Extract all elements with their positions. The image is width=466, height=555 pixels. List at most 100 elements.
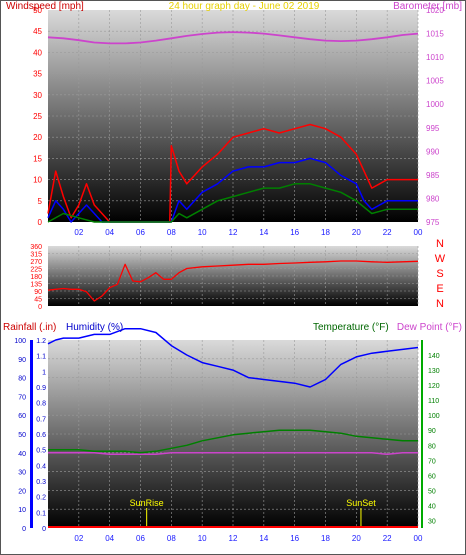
direction-y-tick: 90 (34, 289, 42, 296)
temperature-y-tick: 140 (428, 353, 440, 360)
wind-speed-line (47, 157, 418, 223)
wind-direction-line (47, 260, 419, 302)
wind-x-tick: 02 (74, 228, 83, 237)
temp-x-tick: 02 (74, 534, 83, 543)
temp-x-tick: 18 (321, 534, 330, 543)
temperature-y-tick: 50 (428, 488, 436, 495)
temp-x-tick: 00 (414, 534, 423, 543)
direction-y-tick: 270 (30, 259, 42, 266)
temperature-y-tick: 130 (428, 368, 440, 375)
compass-label: S (436, 268, 443, 280)
temp-x-tick: 08 (167, 534, 176, 543)
barometer-y-tick: 990 (426, 147, 440, 156)
compass-label: N (436, 298, 444, 310)
wind-x-tick: 16 (290, 228, 299, 237)
barometer-y-tick: 995 (426, 124, 440, 133)
temp-x-tick: 10 (198, 534, 207, 543)
rainfall-y-tick: 0.9 (36, 385, 46, 392)
rainfall-y-tick: 0.6 (36, 432, 46, 439)
wind-y-tick: 25 (33, 112, 42, 121)
wind-y-tick: 35 (33, 70, 42, 79)
rainfall-y-tick: 0 (42, 526, 46, 533)
temperature-y-tick: 120 (428, 383, 440, 390)
temp-x-tick: 14 (259, 534, 268, 543)
dewpoint-line (48, 452, 418, 456)
wind-gust-line (47, 123, 418, 223)
temperature-y-tick: 90 (428, 428, 436, 435)
wind-x-tick: 00 (414, 228, 423, 237)
temp-x-tick: 12 (229, 534, 238, 543)
temp-x-tick: 06 (136, 534, 145, 543)
wind-x-tick: 18 (321, 228, 330, 237)
compass-label: W (435, 253, 446, 265)
barometer-y-tick: 1010 (426, 53, 444, 62)
humidity-line (47, 327, 419, 388)
rainfall-y-tick: 1 (42, 369, 46, 376)
barometer-y-tick: 1015 (426, 30, 444, 39)
sun-marker-label: SunRise (130, 498, 164, 508)
temperature-y-tick: 40 (428, 503, 436, 510)
humidity-y-tick: 60 (18, 413, 26, 420)
barometer-line (47, 31, 419, 45)
barometer-y-tick: 1005 (426, 77, 444, 86)
wind-x-tick: 08 (167, 228, 176, 237)
wind-y-tick: 30 (33, 91, 42, 100)
temperature-y-tick: 100 (428, 413, 440, 420)
rainfall-axis-label: Rainfall (.in) (3, 322, 56, 333)
wind-axis-label: Windspeed [mph] (6, 1, 84, 12)
temp-x-tick: 16 (290, 534, 299, 543)
direction-y-tick: 225 (30, 267, 42, 274)
barometer-axis-label: Barometer [mb] (393, 1, 462, 12)
rainfall-y-tick: 0.5 (36, 448, 46, 455)
humidity-y-tick: 50 (18, 432, 26, 439)
temperature-y-tick: 110 (428, 398, 439, 405)
temperature-y-tick: 30 (428, 518, 436, 525)
barometer-y-tick: 975 (426, 218, 440, 227)
graph-title: 24 hour graph day - June 02 2019 (169, 1, 320, 12)
compass-label: N (436, 238, 444, 250)
wind-y-tick: 0 (38, 218, 43, 227)
wind-x-tick: 20 (352, 228, 361, 237)
humidity-y-tick: 90 (18, 357, 26, 364)
wind-x-tick: 12 (229, 228, 238, 237)
compass-label: E (436, 283, 443, 295)
wind-y-tick: 10 (33, 176, 42, 185)
barometer-y-tick: 985 (426, 171, 440, 180)
direction-y-tick: 0 (38, 304, 42, 311)
wind-y-tick: 5 (38, 197, 43, 206)
humidity-axis-label: Humidity (%) (66, 322, 123, 333)
rainfall-y-tick: 1.2 (36, 338, 46, 345)
rainfall-y-tick: 0.7 (36, 416, 46, 423)
temp-x-tick: 04 (105, 534, 114, 543)
barometer-y-tick: 1000 (426, 100, 444, 109)
direction-y-tick: 315 (30, 252, 42, 259)
humidity-y-tick: 0 (22, 526, 26, 533)
temp-x-tick: 22 (383, 534, 392, 543)
sun-marker-label: SunSet (346, 498, 376, 508)
wind-y-tick: 50 (33, 6, 42, 15)
temperature-axis-label: Temperature (°F) (313, 322, 389, 333)
rainfall-y-tick: 1.1 (36, 354, 46, 361)
temperature-y-tick: 70 (428, 458, 436, 465)
wind-x-tick: 22 (383, 228, 392, 237)
humidity-y-tick: 10 (18, 507, 26, 514)
direction-y-tick: 360 (30, 244, 42, 251)
temp-x-tick: 20 (352, 534, 361, 543)
humidity-y-tick: 70 (18, 394, 26, 401)
rainfall-y-tick: 0.3 (36, 479, 46, 486)
humidity-y-tick: 20 (18, 488, 26, 495)
temperature-y-tick: 80 (428, 443, 436, 450)
temperature-line (48, 429, 418, 454)
dewpoint-axis-label: Dew Point (°F) (397, 322, 462, 333)
rainfall-y-tick: 0.4 (36, 463, 46, 470)
wind-y-tick: 20 (33, 133, 42, 142)
humidity-axis-bar (30, 340, 33, 528)
direction-y-tick: 180 (30, 274, 42, 281)
wind-y-tick: 40 (33, 48, 42, 57)
wind-x-tick: 04 (105, 228, 114, 237)
rainfall-y-tick: 0.1 (36, 510, 46, 517)
wind-average-line (47, 183, 418, 223)
humidity-y-tick: 30 (18, 470, 26, 477)
humidity-y-tick: 40 (18, 451, 26, 458)
